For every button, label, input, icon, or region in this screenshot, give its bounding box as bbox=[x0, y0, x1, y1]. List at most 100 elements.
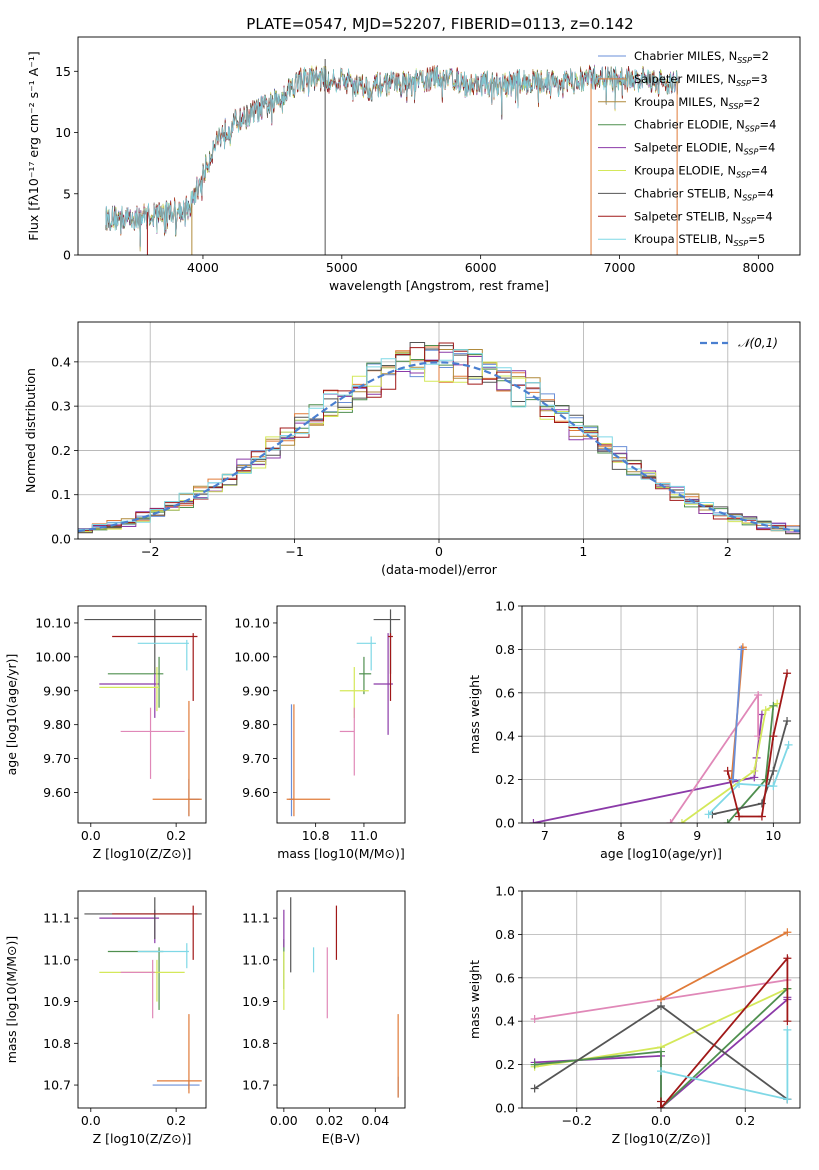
y-tick-label: 9.90 bbox=[43, 683, 71, 698]
y-tick-label: 10.8 bbox=[43, 1036, 71, 1051]
weight-marker bbox=[657, 1067, 665, 1076]
x-tick-label: 0.02 bbox=[316, 1113, 344, 1128]
weight-marker bbox=[761, 706, 770, 715]
y-tick-label: 10.9 bbox=[43, 994, 71, 1009]
panel-mass-vs-Z: 0.0 0.2 10.7 10.8 10.9 11.0 11.1 Z [log10(Z/Z⊙)… bbox=[4, 890, 207, 1146]
figure-title: PLATE=0547, MJD=52207, FIBERID=0113, z=0… bbox=[246, 15, 633, 33]
axes-frame bbox=[77, 321, 801, 540]
spectrum-line bbox=[105, 66, 679, 247]
weight-marker bbox=[704, 810, 713, 819]
plot-area bbox=[78, 342, 800, 535]
y-tick-label: 0.0 bbox=[51, 532, 71, 547]
y-tick-label: 9.80 bbox=[43, 717, 71, 732]
y-axis-label: Flux [fλ10⁻¹⁷ erg cm⁻² s⁻¹ A⁻¹] bbox=[26, 51, 41, 240]
y-tick-label: 9.60 bbox=[242, 785, 270, 800]
weight-marker bbox=[666, 819, 675, 823]
axes-frame bbox=[276, 890, 406, 1109]
plot-area bbox=[84, 609, 202, 817]
y-tick-label: 15 bbox=[55, 64, 71, 79]
x-tick-label: 2 bbox=[724, 544, 732, 559]
y-axis-label: Normed distribution bbox=[23, 368, 38, 493]
x-tick-label: 8 bbox=[617, 828, 625, 843]
x-axis-label: E(B-V) bbox=[322, 1131, 361, 1146]
y-tick-label: 10.7 bbox=[242, 1078, 270, 1093]
x-tick-label: 0.2 bbox=[166, 828, 186, 843]
y-tick-label: 0.8 bbox=[495, 927, 515, 942]
x-tick-label: 0.0 bbox=[81, 828, 101, 843]
weight-marker bbox=[783, 1025, 792, 1034]
weight-marker bbox=[530, 1060, 539, 1069]
x-tick-label: 0.0 bbox=[81, 1113, 101, 1128]
y-tick-label: 10.8 bbox=[242, 1036, 270, 1051]
panel-mass-vs-EBV: 0.00 0.02 0.04 10.7 10.8 10.9 11.0 11.1 E(B-V) bbox=[242, 890, 406, 1146]
x-tick-label: 6000 bbox=[465, 260, 497, 275]
weight-marker bbox=[783, 928, 792, 937]
weight-marker bbox=[530, 1015, 539, 1024]
x-axis-label: mass [log10(M/M⊙)] bbox=[277, 846, 405, 861]
legend-label: Kroupa STELIB, NSSP=5 bbox=[634, 232, 765, 248]
x-tick-label: 0.2 bbox=[166, 1113, 186, 1128]
y-tick-label: 5 bbox=[63, 186, 71, 201]
plot-area bbox=[84, 897, 202, 1094]
histogram-step bbox=[78, 352, 800, 532]
y-tick-label: 10.10 bbox=[35, 615, 71, 630]
normal-curve bbox=[78, 361, 800, 533]
axes-frame bbox=[77, 605, 207, 824]
x-tick-label: 10 bbox=[765, 828, 781, 843]
panel-weight-vs-Z: −0.2 0.0 0.2 0.0 0.2 0.4 0.6 0.8 1.0 Z [log10(Z/Z… bbox=[467, 884, 801, 1146]
legend-label: Chabrier MILES, NSSP=2 bbox=[634, 49, 769, 65]
weight-line bbox=[681, 702, 778, 823]
y-tick-label: 11.0 bbox=[43, 952, 71, 967]
y-axis-label: mass [log10(M/M⊙)] bbox=[4, 936, 19, 1064]
weight-marker bbox=[769, 766, 778, 775]
y-tick-label: 11.1 bbox=[242, 911, 270, 926]
axes-frame bbox=[521, 605, 801, 824]
y-tick-label: 0.6 bbox=[495, 685, 515, 700]
y-tick-label: 9.60 bbox=[43, 785, 71, 800]
weight-marker bbox=[657, 1104, 665, 1108]
weight-marker bbox=[769, 782, 778, 791]
x-tick-label: −1 bbox=[285, 544, 303, 559]
y-tick-label: 0.3 bbox=[51, 399, 71, 414]
plot-area bbox=[105, 59, 679, 255]
plot-area bbox=[286, 609, 401, 817]
x-tick-label: 1 bbox=[579, 544, 587, 559]
x-tick-label: −0.2 bbox=[562, 1113, 592, 1128]
weight-marker bbox=[783, 1095, 792, 1104]
legend-label: Kroupa ELODIE, NSSP=4 bbox=[634, 164, 768, 180]
weight-marker bbox=[783, 954, 792, 963]
x-tick-label: 4000 bbox=[187, 260, 219, 275]
y-tick-label: 10 bbox=[55, 125, 71, 140]
weight-marker bbox=[723, 819, 732, 823]
weight-marker bbox=[783, 669, 792, 678]
x-axis-label: Z [log10(Z/Z⊙)] bbox=[93, 1131, 192, 1146]
weight-marker bbox=[769, 732, 778, 741]
weight-marker bbox=[769, 701, 778, 710]
panel-age-vs-Z: 0.0 0.2 9.60 9.70 9.80 9.90 10.00 10.10 Z [log10… bbox=[4, 605, 207, 861]
x-tick-label: 0.04 bbox=[361, 1113, 389, 1128]
y-tick-label: 1.0 bbox=[495, 599, 515, 614]
weight-marker bbox=[657, 1047, 665, 1056]
y-tick-label: 11.1 bbox=[43, 911, 71, 926]
weight-marker bbox=[529, 819, 538, 823]
weight-marker bbox=[657, 1002, 665, 1011]
y-axis-label: mass weight bbox=[467, 960, 482, 1039]
y-tick-label: 11.0 bbox=[242, 952, 270, 967]
weight-marker bbox=[728, 775, 737, 784]
x-tick-label: 0.0 bbox=[651, 1113, 671, 1128]
x-axis-label: Z [log10(Z/Z⊙)] bbox=[93, 846, 192, 861]
histogram-step bbox=[78, 349, 800, 531]
weight-marker bbox=[738, 643, 747, 652]
y-tick-label: 0.2 bbox=[495, 1057, 515, 1072]
weight-marker bbox=[677, 819, 686, 823]
weight-marker bbox=[783, 717, 792, 726]
y-tick-label: 0.4 bbox=[495, 1014, 515, 1029]
weight-marker bbox=[737, 645, 746, 654]
legend-label: 𝒩(0,1) bbox=[738, 336, 778, 350]
weight-marker bbox=[783, 1017, 792, 1026]
weight-line bbox=[534, 987, 789, 1108]
y-tick-label: 1.0 bbox=[495, 884, 515, 899]
weight-marker bbox=[784, 740, 793, 749]
y-tick-label: 0.6 bbox=[495, 970, 515, 985]
x-tick-label: 0 bbox=[435, 544, 443, 559]
